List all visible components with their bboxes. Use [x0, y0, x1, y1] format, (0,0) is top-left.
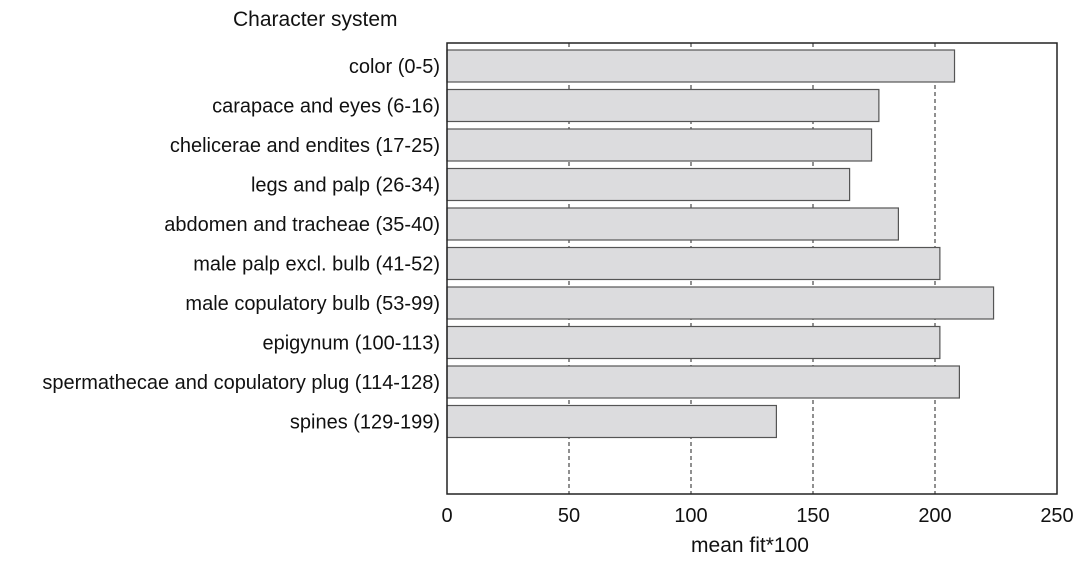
- chart-title: Character system: [233, 8, 398, 31]
- category-label: male palp excl. bulb (41-52): [193, 254, 440, 276]
- bars: [446, 49, 995, 439]
- bar: [446, 207, 899, 241]
- x-tick-label: 250: [1040, 505, 1073, 527]
- bar: [446, 167, 851, 202]
- category-label: carapace and eyes (6-16): [212, 96, 440, 118]
- bar: [446, 49, 956, 83]
- plot-frame: [446, 42, 1058, 495]
- bar: [446, 325, 941, 360]
- x-tick-labels: 0 50 100 150 200 250: [441, 505, 1073, 527]
- x-axis-title: mean fit*100: [691, 534, 809, 557]
- category-label: spermathecae and copulatory plug (114-12…: [42, 372, 440, 394]
- bar: [446, 128, 873, 162]
- bar: [446, 365, 961, 399]
- x-tick-label: 50: [558, 505, 580, 527]
- x-tick-label: 100: [674, 505, 707, 527]
- category-label: color (0-5): [349, 56, 440, 78]
- category-label: spines (129-199): [290, 412, 440, 434]
- x-tick-label: 200: [918, 505, 951, 527]
- category-labels: color (0-5) carapace and eyes (6-16) cheli…: [42, 56, 440, 434]
- x-tick-label: 150: [796, 505, 829, 527]
- bar: [446, 404, 777, 439]
- category-label: abdomen and tracheae (35-40): [164, 214, 440, 236]
- category-label: epigynum (100-113): [262, 333, 440, 355]
- bar: [446, 88, 880, 123]
- x-tick-label: 0: [441, 505, 452, 527]
- category-label: male copulatory bulb (53-99): [185, 293, 440, 315]
- bar: [446, 246, 941, 281]
- category-label: legs and palp (26-34): [251, 175, 440, 197]
- category-label: chelicerae and endites (17-25): [170, 135, 440, 157]
- bar: [446, 286, 995, 320]
